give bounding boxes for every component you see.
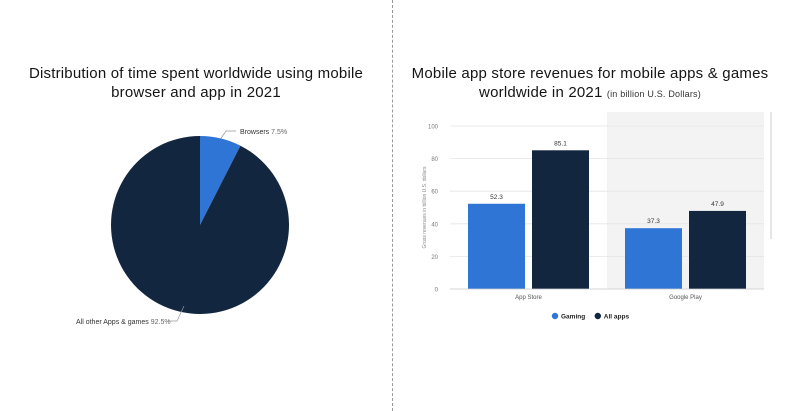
pie-label-other-value: 92.5% xyxy=(151,319,171,326)
pie-label-browsers-value: 7.5% xyxy=(271,129,287,136)
bar-title-line1: Mobile app store revenues for mobile app… xyxy=(411,65,769,82)
panel-divider xyxy=(392,0,393,411)
pie-leader-other xyxy=(168,305,185,322)
legend-label-1: All apps xyxy=(604,314,630,321)
bar-ytick-label-5: 100 xyxy=(428,125,439,131)
pie-slice-1 xyxy=(111,136,290,314)
bar-title-unit-note: (in billion U.S. Dollars) xyxy=(606,89,701,99)
pie-slice-0 xyxy=(200,136,241,225)
bar-title-line2: worldwide in 2021 (in billion U.S. Dolla… xyxy=(394,83,786,104)
left-chart-panel: Distribution of time spent worldwide usi… xyxy=(0,0,392,411)
bar-value-label-0-1: 85.1 xyxy=(554,140,567,147)
pie-chart-title: Distribution of time spent worldwide usi… xyxy=(0,64,392,102)
right-chart-panel: Mobile app store revenues for mobile app… xyxy=(394,0,786,411)
legend-marker-1 xyxy=(594,312,601,320)
bar-title-line2-text: worldwide in 2021 xyxy=(479,84,603,101)
pie-leader-browsers xyxy=(220,130,236,139)
bar-value-label-1-1: 47.9 xyxy=(711,201,724,208)
bar-ytick-label-3: 60 xyxy=(431,190,438,196)
bar-ylabel: Gross revenues in billion U.S. dollars xyxy=(422,166,428,248)
pie-label-other: All other Apps & games 92.5% xyxy=(76,319,171,326)
pie-label-browsers-name: Browsers xyxy=(240,129,271,136)
bar-ytick-label-2: 40 xyxy=(431,222,438,228)
legend-label-0: Gaming xyxy=(561,314,585,321)
bar-ytick-label-4: 80 xyxy=(431,157,438,163)
bar-ytick-label-0: 0 xyxy=(435,288,439,294)
pie-chart: Browsers 7.5% All other Apps & games 92.5… xyxy=(76,129,290,326)
bar-1-1 xyxy=(689,210,746,289)
bar-value-label-0-0: 52.3 xyxy=(490,194,503,201)
bar-1-0 xyxy=(625,228,682,289)
bar-chart: 0 20 40 60 80 100 Gross revenues in billion U.… xyxy=(422,112,772,321)
bar-xtick-label-0: App Store xyxy=(515,295,542,301)
bar-ytick-label-1: 20 xyxy=(431,255,438,261)
pie-label-other-name: All other Apps & games xyxy=(76,319,151,326)
bar-value-label-1-0: 37.3 xyxy=(647,218,660,225)
bar-0-1 xyxy=(532,150,589,289)
bar-xtick-label-1: Google Play xyxy=(669,295,702,301)
legend-marker-0 xyxy=(551,312,559,320)
pie-label-browsers: Browsers 7.5% xyxy=(240,129,287,136)
pie-title-line1: Distribution of time spent worldwide usi… xyxy=(28,65,364,82)
bar-chart-title: Mobile app store revenues for mobile app… xyxy=(394,64,786,104)
pie-title-line2: browser and app in 2021 xyxy=(111,84,281,101)
bar-0-0 xyxy=(468,203,525,289)
